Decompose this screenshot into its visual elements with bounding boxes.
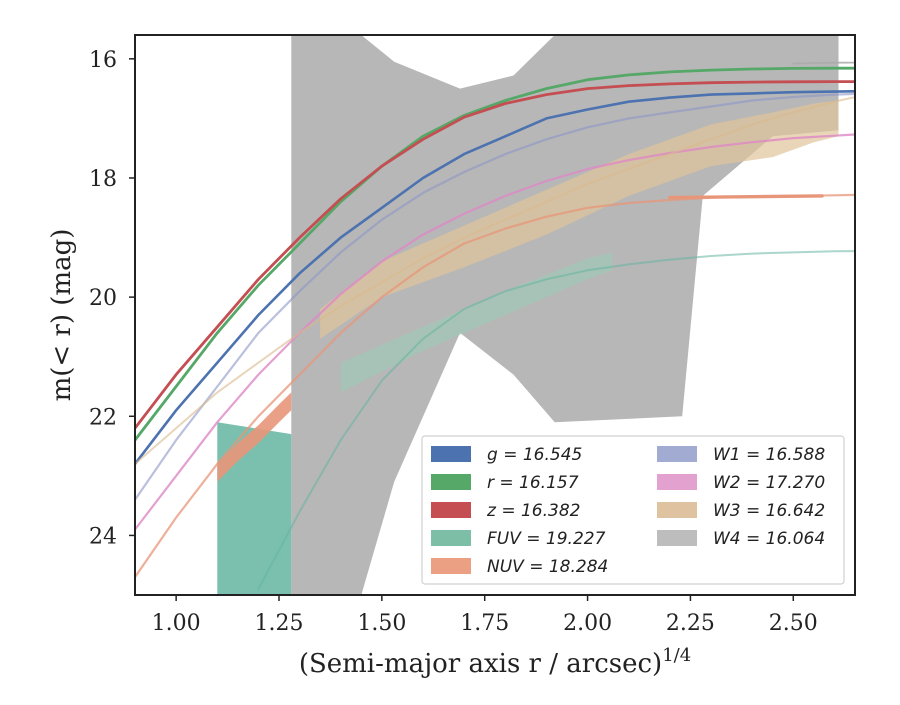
legend-item-w4: W4 = 16.064: [657, 529, 825, 549]
band-nuv: [217, 392, 292, 482]
series-line-w4: [792, 61, 855, 65]
series-line-r: [135, 66, 855, 442]
series-lines: [135, 61, 855, 590]
legend-label: W3 = 16.642: [713, 501, 825, 521]
x-tick-label: 2.50: [769, 611, 818, 636]
y-tick-label: 20: [89, 286, 117, 311]
plot-frame: [134, 34, 856, 596]
series-line-w3: [135, 96, 855, 465]
legend-item-g: g = 16.545: [431, 445, 582, 465]
legend-item-fuv: FUV = 19.227: [431, 529, 606, 549]
legend-swatch: [657, 530, 697, 546]
legend-swatch: [431, 446, 471, 462]
legend-item-w1: W1 = 16.588: [657, 445, 825, 465]
y-tick-label: 18: [89, 167, 117, 192]
y-tick-label: 22: [89, 405, 117, 430]
legend-swatch: [657, 502, 697, 518]
legend-swatch: [657, 446, 697, 462]
legend: g = 16.545 r = 16.157 z = 16.382 FUV = 19.2…: [421, 435, 845, 585]
x-axis-label: (Semi-major axis r / arcsec)1/4: [299, 645, 691, 679]
series-line-z: [135, 80, 855, 430]
legend-item-w3: W3 = 16.642: [657, 501, 825, 521]
legend-label: g = 16.545: [487, 445, 582, 465]
legend-swatch: [431, 474, 471, 490]
legend-swatch: [657, 474, 697, 490]
band-fuv-band: [340, 252, 613, 393]
legend-swatch: [431, 530, 471, 546]
legend-label: W2 = 17.270: [713, 473, 825, 493]
series-line-w1: [135, 92, 855, 501]
legend-item-r: r = 16.157: [431, 473, 579, 493]
y-tick-label: 16: [89, 48, 117, 73]
series-line-fuv: [257, 250, 855, 590]
legend-label: W4 = 16.064: [713, 529, 825, 549]
x-tick-label: 2.00: [563, 611, 612, 636]
legend-swatch: [431, 502, 471, 518]
legend-label: r = 16.157: [487, 473, 579, 493]
x-tick-label: 1.25: [255, 611, 304, 636]
legend-item-w2: W2 = 17.270: [657, 473, 825, 493]
band-w3: [320, 100, 839, 339]
x-tick-label: 1.50: [357, 611, 406, 636]
series-highlight-nuv: [668, 194, 824, 200]
x-tick-label: 1.75: [460, 611, 509, 636]
x-tick-label: 1.00: [152, 611, 201, 636]
legend-item-nuv: NUV = 18.284: [431, 557, 608, 577]
legend-label: W1 = 16.588: [713, 445, 825, 465]
legend-item-z: z = 16.382: [431, 501, 580, 521]
series-line-g: [135, 90, 855, 466]
series-line-w2: [135, 133, 855, 531]
legend-label: NUV = 18.284: [487, 557, 608, 577]
legend-frame: [421, 435, 845, 585]
legend-swatch: [431, 558, 471, 574]
legend-label: z = 16.382: [486, 501, 580, 521]
y-axis-label: m(< r) (mag): [47, 229, 77, 402]
axis-ticks: 1.00 1.25 1.50 1.75 2.00 2.25 2.50 16 18 20 22 24: [89, 48, 818, 636]
legend-label: FUV = 19.227: [487, 529, 606, 549]
band-fuv: [217, 422, 292, 595]
x-tick-label: 2.25: [666, 611, 715, 636]
y-tick-label: 24: [89, 524, 117, 549]
